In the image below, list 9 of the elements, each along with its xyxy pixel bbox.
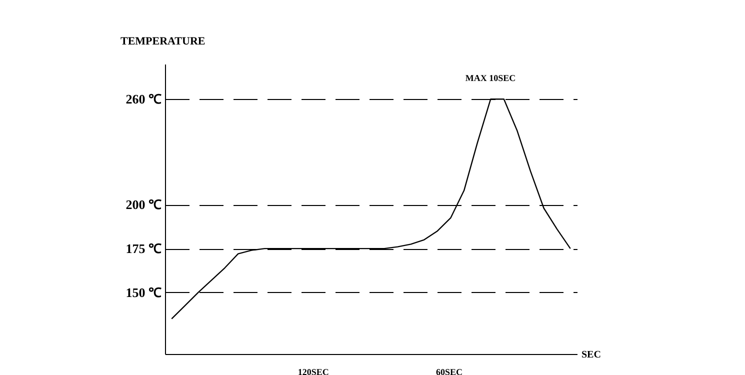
annotation: MAX 10SEC — [465, 73, 516, 83]
y-tick-label: 200 ℃ — [126, 197, 162, 212]
y-tick-label: 150 ℃ — [126, 284, 162, 300]
x-axis-title: SEC — [582, 350, 601, 360]
y-tick-label: 175 ℃ — [126, 241, 162, 256]
text: 60SEC — [436, 367, 463, 375]
y-axis-title: TEMPERATURE — [120, 36, 206, 48]
y-tick-label: 260 ℃ — [126, 92, 162, 107]
text: 120SEC — [298, 367, 329, 375]
